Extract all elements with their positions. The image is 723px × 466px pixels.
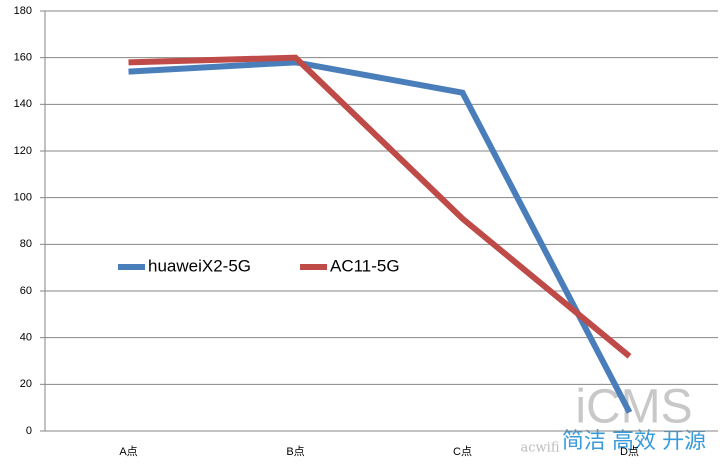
x-tick-label: A点 bbox=[119, 445, 137, 458]
x-tick-label: B点 bbox=[286, 445, 304, 458]
series-line bbox=[128, 54, 632, 359]
y-tick-label: 80 bbox=[20, 238, 32, 250]
watermark-logo: iCMS bbox=[575, 381, 692, 434]
y-tick-label: 100 bbox=[14, 192, 32, 204]
y-tick-label: 120 bbox=[14, 145, 32, 157]
x-tick-label: C点 bbox=[453, 445, 472, 458]
y-tick-label: 180 bbox=[14, 5, 32, 17]
y-tick-label: 160 bbox=[14, 52, 32, 64]
watermark-slogan: 简洁 高效 开源 bbox=[562, 428, 706, 453]
y-tick-label: 20 bbox=[20, 378, 32, 390]
y-tick-label: 60 bbox=[20, 285, 32, 297]
y-tick-label: 40 bbox=[20, 332, 32, 344]
y-tick-label: 0 bbox=[26, 425, 32, 437]
series-line bbox=[128, 59, 633, 414]
legend-label: huaweiX2-5G bbox=[148, 256, 251, 275]
legend-label: AC11-5G bbox=[330, 256, 400, 275]
watermark-site: acwifi bbox=[521, 441, 560, 456]
x-tick-label: D点 bbox=[620, 445, 639, 458]
y-tick-label: 140 bbox=[14, 98, 32, 110]
